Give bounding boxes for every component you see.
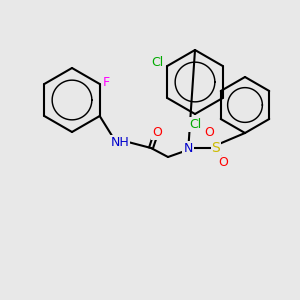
Text: NH: NH xyxy=(111,136,129,148)
Text: S: S xyxy=(212,141,220,155)
Text: Cl: Cl xyxy=(189,118,201,130)
Text: O: O xyxy=(204,127,214,140)
Text: Cl: Cl xyxy=(151,56,164,68)
Text: N: N xyxy=(183,142,193,154)
Text: O: O xyxy=(152,125,162,139)
Text: O: O xyxy=(218,157,228,169)
Text: F: F xyxy=(103,76,110,88)
